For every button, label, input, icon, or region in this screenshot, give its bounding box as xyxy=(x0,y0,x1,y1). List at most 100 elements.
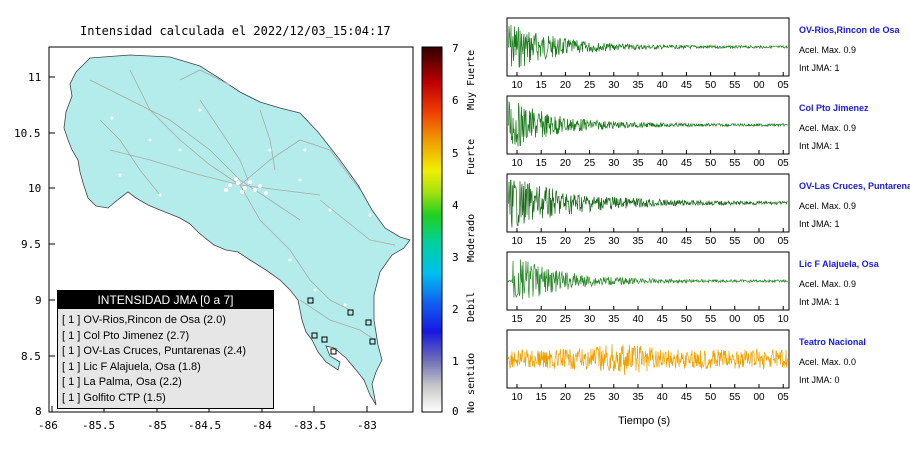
y-tick: 9 xyxy=(35,294,42,307)
legend-level: [ 1 ] xyxy=(62,360,81,373)
y-tick: 9.5 xyxy=(21,238,41,251)
waveform-tick-label: 30 xyxy=(608,392,620,403)
waveform-tick-label: 40 xyxy=(657,80,669,91)
colorbar-gradient xyxy=(421,46,443,413)
y-tick: 8 xyxy=(35,405,42,418)
colorbar-tick: 2 xyxy=(452,303,459,316)
station-accel: Acel. Max. 0.0 xyxy=(799,357,857,367)
waveform-tick-label: 20 xyxy=(560,236,572,247)
waveform-panel: 10 15 20 25 30 35 40 45 50 55 00 05 xyxy=(506,329,790,403)
waveform-tick-label: 40 xyxy=(657,392,669,403)
time-axis-label: Tiempo (s) xyxy=(618,415,671,427)
waveform-tick-label: 45 xyxy=(657,314,669,325)
station-name: OV-Las Cruces, Puntarenas xyxy=(799,181,910,191)
station-name: Col Pto Jimenez xyxy=(799,103,869,113)
waveform-tick-label: 45 xyxy=(681,158,693,169)
station-jma: Int JMA: 1 xyxy=(799,297,840,307)
legend-text: Golfito CTP (1.5) xyxy=(83,391,166,404)
station-name: Teatro Nacional xyxy=(799,337,866,347)
waveform-tick-label: 15 xyxy=(536,158,548,169)
waveform-tick-label: 55 xyxy=(705,314,717,325)
legend-item: [ 1 ] OV-Rios,Rincon de Osa (2.0) xyxy=(58,313,273,329)
station-markers xyxy=(307,297,376,355)
legend-text: Lic F Alajuela, Osa (1.8) xyxy=(83,360,201,373)
colorbar-tick: 5 xyxy=(452,147,459,160)
waveform-tick-label: 10 xyxy=(511,158,523,169)
waveform-trace xyxy=(507,24,788,68)
waveform-panel: 10 15 20 25 30 35 40 45 50 55 00 05 xyxy=(506,17,790,91)
waveform-trace xyxy=(507,101,788,147)
station-accel: Acel. Max. 0.9 xyxy=(799,45,857,55)
legend-level: [ 1 ] xyxy=(62,391,81,404)
station-name: Lic F Alajuela, Osa xyxy=(799,259,879,269)
road-network xyxy=(89,69,396,341)
x-tick: -85 xyxy=(147,419,167,432)
colorbar-tick: 3 xyxy=(452,251,459,264)
waveform-tick-label: 55 xyxy=(729,158,741,169)
waveform-tick-label: 50 xyxy=(705,158,717,169)
y-tick: 8.5 xyxy=(21,350,41,363)
waveform-tick-label: 55 xyxy=(729,236,741,247)
waveform-tick-label: 00 xyxy=(753,80,765,91)
waveform-tick-label: 15 xyxy=(536,236,548,247)
waveform-tick-label: 35 xyxy=(632,392,644,403)
waveform-panel: 10 15 20 25 30 35 40 45 50 55 00 05 xyxy=(506,173,790,247)
legend-item: [ 1 ] Lic F Alajuela, Osa (1.8) xyxy=(58,360,273,376)
waveform-panel: 15 20 25 30 35 40 45 50 55 00 05 10 xyxy=(506,251,790,325)
waveform-tick-label: 35 xyxy=(632,236,644,247)
legend-level: [ 1 ] xyxy=(62,345,81,358)
waveform-tick-label: 45 xyxy=(681,80,693,91)
waveform-tick-label: 10 xyxy=(511,236,523,247)
colorbar-tick: 0 xyxy=(452,405,459,418)
x-tick: -84 xyxy=(252,419,272,432)
waveform-tick-label: 20 xyxy=(560,80,572,91)
waveform-tick-label: 40 xyxy=(632,314,644,325)
waveform-tick-label: 25 xyxy=(560,314,572,325)
legend-item: [ 1 ] OV-Las Cruces, Puntarenas (2.4) xyxy=(58,344,273,360)
waveform-trace xyxy=(507,343,788,376)
waveform-tick-label: 50 xyxy=(681,314,693,325)
colorbar-tick: 7 xyxy=(452,42,459,55)
waveform-panel: 10 15 20 25 30 35 40 45 50 55 00 05 xyxy=(506,95,790,169)
waveform-tick-label: 00 xyxy=(729,314,741,325)
y-tick: 10.5 xyxy=(14,127,41,140)
waveform-tick-label: 05 xyxy=(753,314,765,325)
legend-text: Col Pto Jimenez (2.7) xyxy=(83,329,190,342)
station-jma: Int JMA: 1 xyxy=(799,63,840,73)
waveform-tick-label: 25 xyxy=(584,236,596,247)
waveform-tick-label: 10 xyxy=(778,314,790,325)
waveform-tick-label: 50 xyxy=(705,80,717,91)
waveform-tick-label: 20 xyxy=(560,158,572,169)
waveform-tick-label: 25 xyxy=(584,158,596,169)
waveform-tick-label: 45 xyxy=(681,392,693,403)
station-accel: Acel. Max. 0.9 xyxy=(799,201,857,211)
station-jma: Int JMA: 1 xyxy=(799,219,840,229)
waveform-tick-label: 20 xyxy=(560,392,572,403)
waveform-tick-label: 40 xyxy=(657,158,669,169)
map-title: Intensidad calculada el 2022/12/03_15:04… xyxy=(80,24,391,38)
waveform-tick-label: 15 xyxy=(511,314,523,325)
x-tick: -84.5 xyxy=(188,419,222,432)
station-accel: Acel. Max. 0.9 xyxy=(799,279,857,289)
intensity-legend: INTENSIDAD JMA [0 a 7] [ 1 ] OV-Rios,Rin… xyxy=(57,290,274,409)
town-markers xyxy=(110,108,372,307)
waveform-tick-label: 55 xyxy=(729,392,741,403)
waveform-tick-label: 15 xyxy=(536,80,548,91)
waveform-trace xyxy=(507,179,788,228)
waveform-tick-label: 35 xyxy=(632,80,644,91)
waveform-tick-label: 10 xyxy=(511,392,523,403)
waveform-tick-label: 25 xyxy=(584,392,596,403)
waveform-tick-label: 00 xyxy=(753,392,765,403)
waveform-tick-label: 30 xyxy=(584,314,596,325)
waveform-tick-label: 20 xyxy=(536,314,548,325)
waveform-tick-label: 30 xyxy=(608,158,620,169)
y-tick: 10 xyxy=(28,182,42,195)
legend-level: [ 1 ] xyxy=(62,314,81,326)
waveform-tick-label: 50 xyxy=(705,392,717,403)
waveform-tick-label: 50 xyxy=(705,236,717,247)
waveform-tick-label: 00 xyxy=(753,236,765,247)
waveform-tick-label: 25 xyxy=(584,80,596,91)
waveform-tick-label: 05 xyxy=(778,236,790,247)
costa-rica-land xyxy=(63,54,411,406)
legend-text: La Palma, Osa (2.2) xyxy=(83,376,182,389)
